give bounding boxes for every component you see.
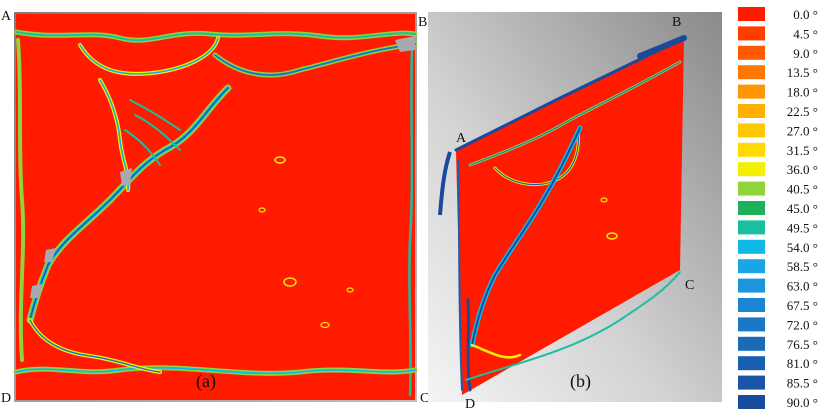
legend-label: 45.0 ° — [787, 201, 818, 216]
panel-a-corner-d: D — [1, 391, 11, 406]
legend-label: 40.5 ° — [787, 182, 818, 197]
legend-swatch — [738, 26, 765, 41]
panel-b-edge-fragment — [438, 151, 452, 216]
legend-swatch — [738, 278, 765, 293]
legend-label: 22.5 ° — [787, 104, 818, 119]
legend-swatch — [738, 142, 765, 157]
panel-b-corner-d: D — [465, 397, 475, 412]
legend-swatch — [738, 395, 765, 409]
legend-swatch — [738, 356, 765, 371]
legend-label: 9.0 ° — [793, 46, 818, 61]
legend-label: 31.5 ° — [787, 143, 818, 158]
legend-label: 72.0 ° — [787, 317, 818, 332]
panel-b-corner-a: A — [456, 131, 467, 146]
panel-a-corner-c: C — [420, 391, 429, 406]
legend-label: 81.0 ° — [787, 356, 818, 371]
legend-swatch — [738, 7, 765, 21]
legend-label: 49.5 ° — [787, 220, 818, 235]
panel-b-label: (b) — [570, 371, 591, 392]
panel-a-surface — [16, 14, 415, 400]
legend-label: 54.0 ° — [787, 240, 818, 255]
legend-label: 18.0 ° — [787, 85, 818, 100]
legend-swatch — [738, 259, 765, 274]
legend-swatch — [738, 336, 765, 351]
panel-b-surface — [456, 36, 684, 395]
legend-label: 0.0 ° — [793, 7, 818, 22]
legend-label: 58.5 ° — [787, 259, 818, 274]
legend-label: 27.0 ° — [787, 123, 818, 138]
legend-swatch — [738, 298, 765, 312]
panel-b-fracture-traces — [454, 35, 687, 392]
legend-swatch — [738, 123, 765, 138]
legend-label: 76.5 ° — [787, 337, 818, 352]
panel-b-corner-b: B — [672, 15, 681, 30]
panel-a-label: (a) — [196, 371, 216, 392]
legend-swatch — [738, 84, 765, 99]
color-legend: 0.0 ° 4.5 ° 9.0 ° 13.5 ° 18.0 ° 22.5 ° 27.0 ° 3… — [738, 7, 818, 410]
legend-swatch — [738, 104, 765, 118]
legend-label: 36.0 ° — [787, 162, 818, 177]
legend-swatch — [738, 375, 765, 390]
legend-label: 13.5 ° — [787, 65, 818, 80]
panel-a-corner-a: A — [1, 9, 12, 24]
legend-label: 63.0 ° — [787, 279, 818, 294]
legend-swatch — [738, 220, 765, 235]
legend-swatch — [738, 239, 765, 254]
legend-swatch — [738, 201, 765, 215]
panel-a: A B C D (a) — [1, 9, 429, 406]
panel-a-corner-b: B — [418, 15, 427, 30]
legend-swatch — [738, 45, 765, 60]
legend-swatch — [738, 65, 765, 80]
legend-label: 67.5 ° — [787, 298, 818, 313]
legend-swatch — [738, 317, 765, 332]
legend-swatch — [738, 181, 765, 196]
legend-label: 4.5 ° — [793, 26, 818, 41]
panel-b: A B C D (b) — [428, 12, 722, 412]
legend-label: 90.0 ° — [787, 395, 818, 410]
legend-label: 85.5 ° — [787, 376, 818, 391]
legend-swatch — [738, 162, 765, 177]
panel-b-corner-c: C — [685, 278, 694, 293]
panel-a-gaps — [30, 36, 415, 298]
